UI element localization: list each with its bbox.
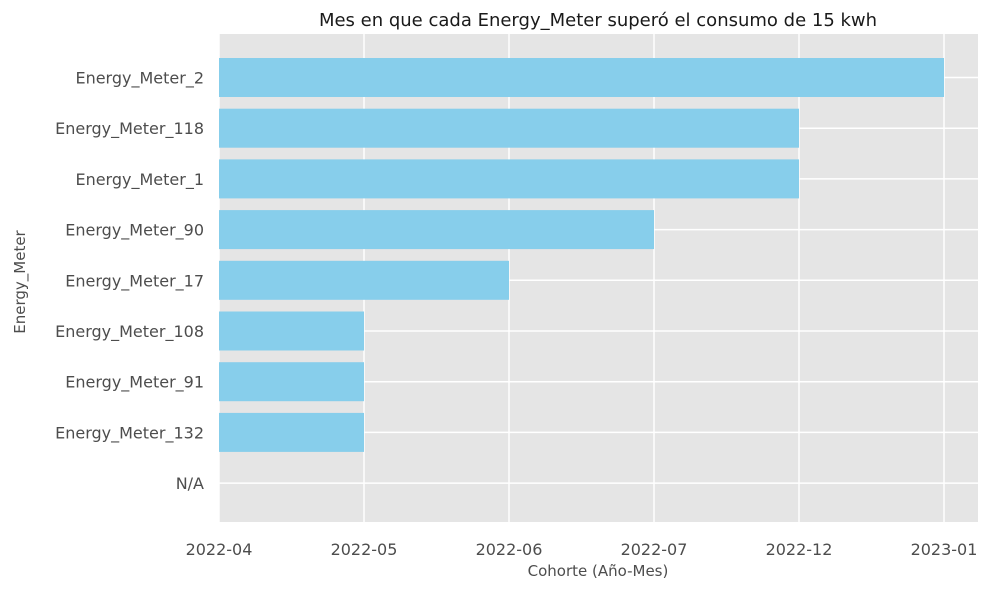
bar	[219, 362, 364, 402]
y-tick-label: Energy_Meter_90	[65, 221, 204, 241]
x-tick-labels: 2022-04 2022-05 2022-06 2022-07 2022-12 2023-…	[186, 540, 978, 559]
bar	[219, 311, 364, 351]
x-axis-label: Cohorte (Año-Mes)	[528, 562, 669, 580]
y-tick-labels: Energy_Meter_2 Energy_Meter_118 Energy_Met…	[55, 69, 204, 494]
x-tick-label: 2022-12	[766, 540, 833, 559]
x-tick-label: 2022-07	[621, 540, 688, 559]
bar	[219, 108, 799, 148]
x-tick-label: 2023-01	[911, 540, 978, 559]
y-tick-label: Energy_Meter_17	[65, 271, 204, 291]
y-tick-label: N/A	[176, 474, 204, 493]
bar	[219, 260, 509, 300]
bar	[219, 58, 944, 97]
bar	[219, 159, 799, 199]
y-axis-label: Energy_Meter	[11, 229, 30, 333]
y-tick-label: Energy_Meter_108	[55, 322, 204, 342]
x-tick-label: 2022-04	[186, 540, 253, 559]
x-tick-label: 2022-06	[476, 540, 543, 559]
y-tick-label: Energy_Meter_2	[75, 69, 204, 89]
y-tick-label: Energy_Meter_1	[75, 170, 204, 190]
chart-title: Mes en que cada Energy_Meter superó el c…	[319, 10, 877, 31]
y-tick-label: Energy_Meter_132	[55, 423, 204, 443]
y-tick-label: Energy_Meter_118	[55, 119, 204, 139]
bar	[219, 412, 364, 452]
x-tick-label: 2022-05	[331, 540, 398, 559]
bars	[219, 58, 944, 452]
y-tick-label: Energy_Meter_91	[65, 373, 204, 393]
bar	[219, 210, 654, 250]
